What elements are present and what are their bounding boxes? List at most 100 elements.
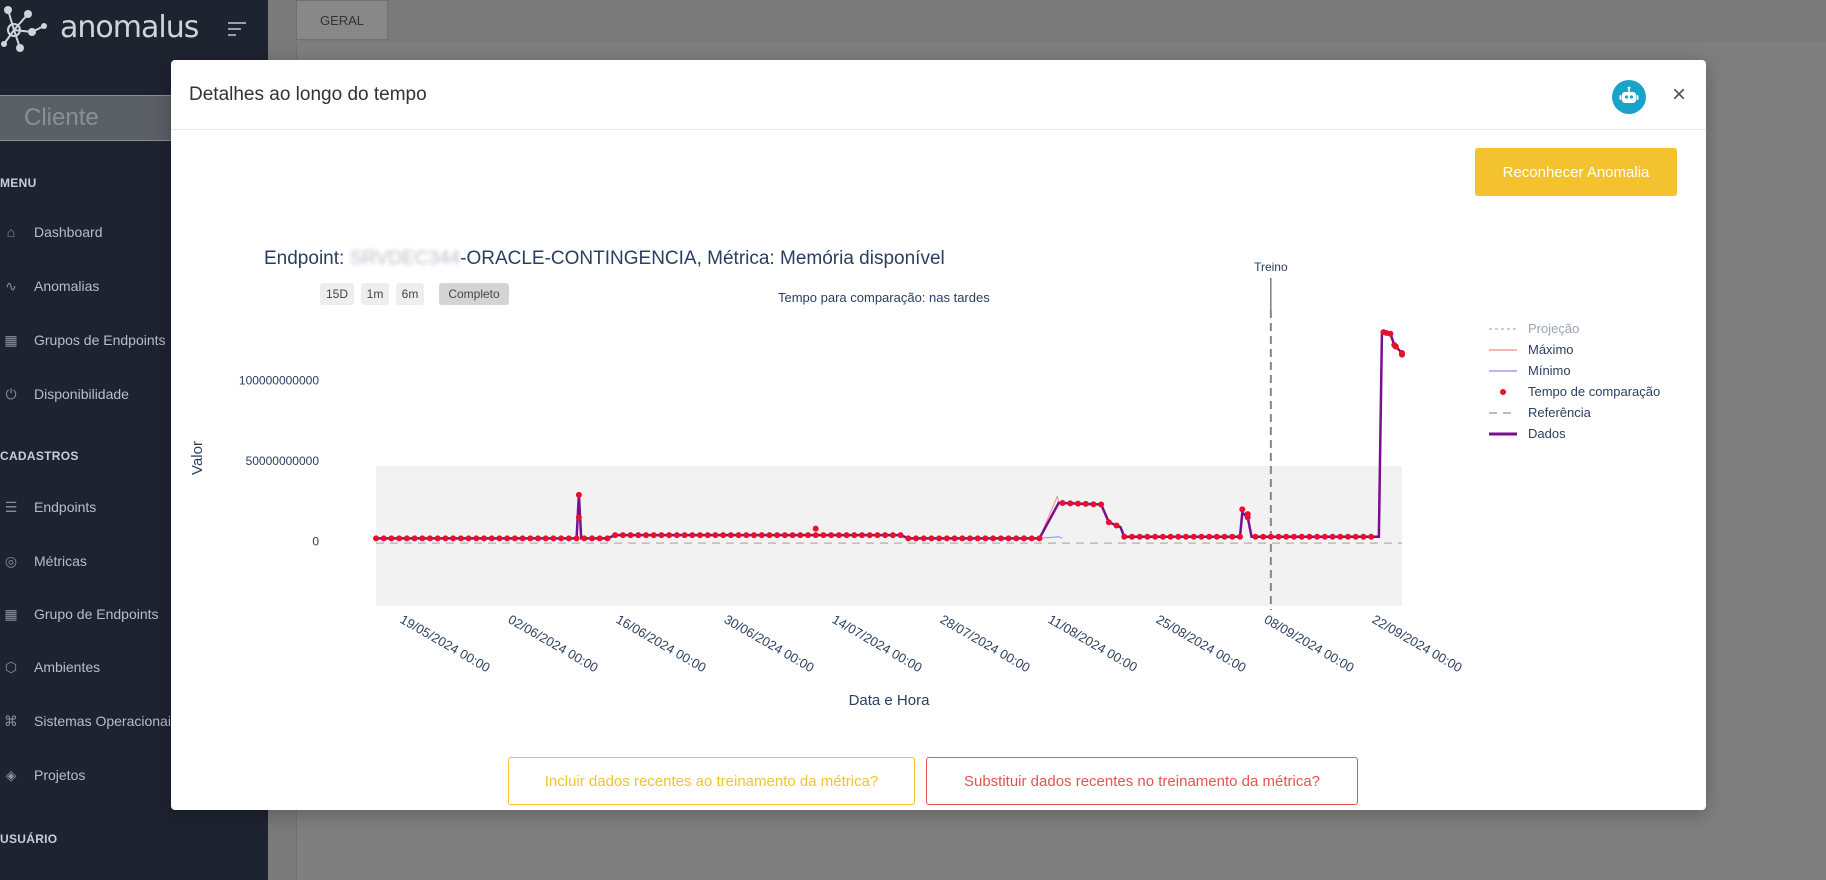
tab-geral[interactable]: GERAL — [296, 0, 388, 40]
legend-item[interactable]: Projeção — [1487, 318, 1660, 339]
comparison-marker — [766, 532, 773, 539]
comparison-marker — [1090, 501, 1097, 508]
comparison-marker — [990, 535, 997, 542]
comparison-marker — [627, 532, 634, 539]
sidebar-item-grupos-endpoints[interactable]: ▦ Grupos de Endpoints — [0, 329, 165, 351]
comparison-marker — [575, 491, 582, 498]
comparison-marker — [575, 514, 582, 521]
comparison-marker — [488, 535, 495, 542]
range-button-15d[interactable]: 15D — [320, 283, 354, 305]
y-tick-label: 0 — [312, 535, 319, 549]
comparison-marker — [751, 532, 757, 539]
cadastros-section-title: CADASTROS — [0, 449, 79, 463]
comparison-marker — [666, 532, 673, 539]
comparison-marker — [619, 532, 626, 539]
legend-swatch — [1489, 327, 1517, 330]
target-icon: ◎ — [4, 552, 18, 569]
x-tick-label: 11/08/2024 00:00 — [1046, 612, 1140, 675]
chart-legend: Projeção Máximo Mínimo Tempo de comparação R… — [1487, 318, 1660, 444]
sidebar-item-grupo-endpoints[interactable]: ▦ Grupo de Endpoints — [0, 603, 158, 625]
comparison-marker — [1244, 511, 1251, 518]
sidebar-item-endpoints[interactable]: ☰ Endpoints — [0, 496, 97, 518]
comparison-marker — [419, 535, 426, 542]
comparison-marker — [1059, 500, 1066, 507]
comparison-marker — [681, 532, 688, 539]
comparison-marker — [712, 532, 719, 539]
y-tick-label: 50000000000 — [246, 454, 320, 468]
comparison-marker — [920, 535, 927, 542]
comparison-marker — [1152, 533, 1159, 540]
modal-header: Detalhes ao longo do tempo × — [171, 60, 1706, 130]
legend-item[interactable]: Dados — [1487, 423, 1660, 444]
comparison-marker — [805, 532, 811, 539]
robot-button[interactable] — [1612, 80, 1646, 114]
comparison-marker — [434, 535, 441, 542]
menu-toggle-icon[interactable] — [228, 22, 246, 40]
comparison-marker — [967, 535, 973, 542]
range-button-completo[interactable]: Completo — [439, 283, 509, 305]
comparison-marker — [974, 535, 981, 542]
comparison-marker — [1105, 519, 1112, 526]
client-selector[interactable]: Cliente — [0, 95, 175, 141]
comparison-marker — [727, 532, 734, 539]
comparison-marker — [1314, 533, 1321, 540]
comparison-marker — [527, 535, 534, 542]
sidebar-item-label: Ambientes — [34, 659, 101, 675]
comparison-marker — [1067, 500, 1074, 507]
reconhecer-anomalia-button[interactable]: Reconhecer Anomalia — [1475, 148, 1677, 196]
comparison-marker — [774, 532, 781, 539]
legend-item[interactable]: Máximo — [1487, 339, 1660, 360]
comparison-marker — [866, 532, 873, 539]
legend-label: Dados — [1528, 426, 1566, 441]
comparison-marker — [781, 532, 788, 539]
comparison-marker — [1267, 533, 1274, 540]
sidebar-item-label: Dashboard — [34, 224, 103, 240]
comparison-marker — [843, 532, 850, 539]
comparison-marker — [1167, 533, 1174, 540]
range-button-1m[interactable]: 1m — [361, 283, 389, 305]
comparison-marker — [789, 532, 796, 539]
comparison-marker — [959, 535, 966, 542]
sidebar-item-sistemas-operacionais[interactable]: ⌘ Sistemas Operacionais — [0, 710, 178, 732]
sidebar-item-ambientes[interactable]: ⬡ Ambientes — [0, 656, 100, 678]
close-icon[interactable]: × — [1671, 81, 1686, 108]
comparison-marker — [511, 535, 518, 542]
legend-item[interactable]: Tempo de comparação — [1487, 381, 1660, 402]
logo-network-icon — [1, 6, 47, 52]
legend-item[interactable]: Referência — [1487, 402, 1660, 423]
comparison-marker — [882, 532, 889, 539]
comparison-marker — [573, 535, 580, 542]
comparison-marker — [1198, 533, 1205, 540]
legend-swatch — [1489, 432, 1517, 435]
time-series-chart[interactable]: 100000000000 50000000000 0 19/05/2024 00:00… — [171, 60, 1706, 750]
comparison-marker — [859, 532, 865, 539]
comparison-marker — [1360, 533, 1367, 540]
sidebar-item-disponibilidade[interactable]: ⏻ Disponibilidade — [0, 383, 129, 405]
legend-label: Máximo — [1528, 342, 1574, 357]
comparison-marker — [720, 532, 727, 539]
incluir-dados-button[interactable]: Incluir dados recentes ao treinamento da… — [508, 757, 915, 805]
range-button-6m[interactable]: 6m — [396, 283, 424, 305]
comparison-marker — [851, 532, 858, 539]
sidebar-item-metricas[interactable]: ◎ Métricas — [0, 550, 87, 572]
comparison-marker — [928, 535, 935, 542]
comparison-marker — [1075, 500, 1081, 507]
comparison-marker — [951, 535, 958, 542]
comparison-marker — [1159, 533, 1166, 540]
substituir-dados-button[interactable]: Substituir dados recentes no treinamento… — [926, 757, 1358, 805]
comparison-marker — [936, 535, 943, 542]
sidebar-item-dashboard[interactable]: ⌂ Dashboard — [0, 221, 103, 243]
comparison-marker — [704, 532, 711, 539]
sidebar-item-anomalias[interactable]: ∿ Anomalias — [0, 275, 99, 297]
sidebar-item-label: Disponibilidade — [34, 386, 129, 402]
legend-item[interactable]: Mínimo — [1487, 360, 1660, 381]
sidebar-item-projetos[interactable]: ◈ Projetos — [0, 764, 86, 786]
comparison-marker — [1136, 533, 1143, 540]
comparison-marker — [450, 535, 457, 542]
robot-icon — [1619, 86, 1639, 103]
comparison-marker — [905, 535, 912, 542]
comparison-marker — [1213, 533, 1220, 540]
chart-title: Endpoint: SRVDEC344-ORACLE-CONTINGENCIA,… — [264, 248, 945, 270]
chart-subtitle: Tempo para comparação: nas tardes — [778, 290, 990, 305]
comparison-marker — [1298, 533, 1305, 540]
